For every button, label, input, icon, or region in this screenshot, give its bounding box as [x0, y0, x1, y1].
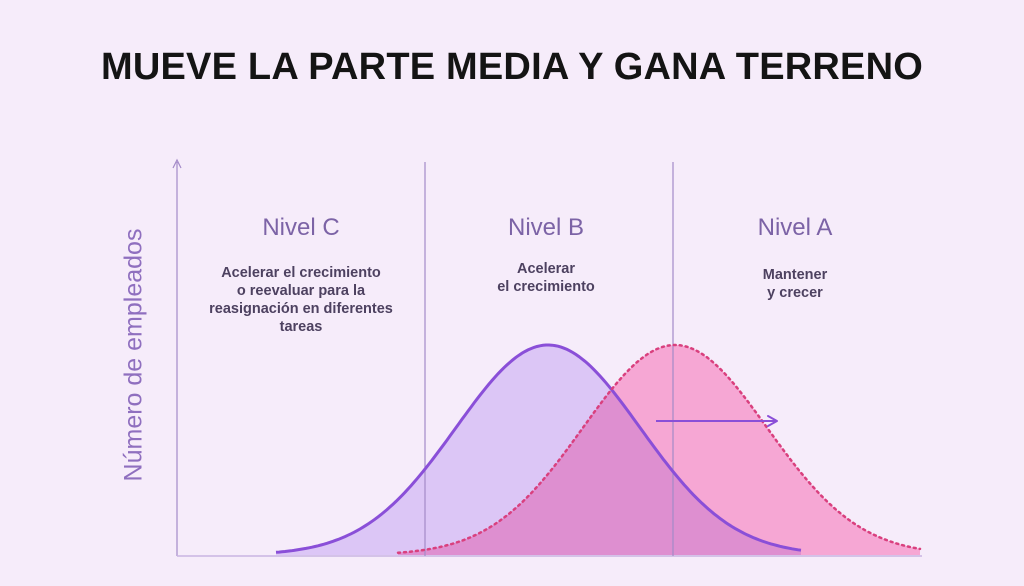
current-curve-line: [275, 343, 802, 554]
level-c-description: Acelerar el crecimiento o reevaluar para…: [181, 264, 421, 336]
level-c-description-line: o reevaluar para la: [236, 283, 366, 299]
level-a-title: Nivel A: [757, 214, 833, 241]
page-title: MUEVE LA PARTE MEDIA Y GANA TERRENO: [101, 46, 923, 88]
level-b-description-line: el crecimiento: [497, 279, 595, 295]
level-a-description-line: y crecer: [767, 285, 823, 301]
y-axis-arrow-icon: [172, 158, 182, 169]
level-c-description-line: tareas: [279, 319, 323, 335]
level-c-description-line: reasignación en diferentes: [209, 301, 393, 317]
level-b-description: Acelerar el crecimiento: [426, 260, 666, 296]
level-a-description-line: Mantener: [762, 267, 828, 283]
level-c-title: Nivel C: [262, 214, 340, 241]
shifted-curve-line: [396, 343, 922, 554]
level-b-title: Nivel B: [507, 214, 585, 241]
level-b-description-line: Acelerar: [516, 261, 576, 277]
level-c-description-line: Acelerar el crecimiento: [221, 265, 381, 281]
level-a-description: Mantener y crecer: [675, 266, 915, 302]
